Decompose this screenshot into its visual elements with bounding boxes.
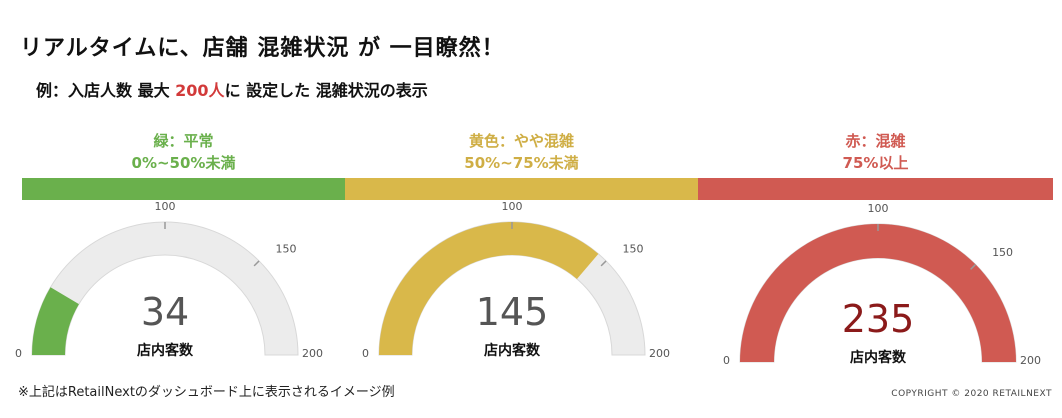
- subtitle-suffix: に 設定した 混雑状況の表示: [224, 81, 428, 100]
- yellow-level-bar: [345, 178, 698, 200]
- legend-green-range: 0%~50%未満: [131, 154, 236, 172]
- legend-yellow: 黄色：やや混雑 50%~75%未満: [345, 130, 698, 174]
- gauge-tick-label: 150: [992, 246, 1013, 259]
- subtitle-prefix: 例：入店人数 最大: [36, 81, 176, 100]
- gauge-tick-label: 100: [155, 200, 176, 213]
- legend-green: 緑：平常 0%~50%未満: [22, 130, 345, 174]
- gauge-tick-mark: [600, 260, 607, 267]
- gauge-track: [31, 221, 299, 356]
- gauge-tick-label: 0: [15, 347, 22, 360]
- footnote: ※上記はRetailNextのダッシュボード上に表示されるイメージ例: [18, 385, 395, 400]
- gauge-tick-label: 200: [302, 347, 323, 360]
- gauge-tick-label: 100: [502, 200, 523, 213]
- gauge-value: 34: [141, 290, 189, 334]
- legend-green-label: 緑：平常: [153, 132, 214, 150]
- gauge-caption: 店内客数: [137, 342, 194, 359]
- legend-yellow-label: 黄色：やや混雑: [468, 132, 574, 150]
- gauge-fill: [32, 287, 79, 355]
- gauge-tick-label: 150: [276, 242, 297, 255]
- legend-yellow-range: 50%~75%未満: [464, 154, 579, 172]
- gauge-tick-mark: [253, 260, 260, 267]
- gauge-fill: [740, 224, 1016, 362]
- legend-red-range: 75%以上: [842, 154, 909, 172]
- gauge-tick-label: 200: [1020, 354, 1041, 367]
- red-level-bar: [698, 178, 1053, 200]
- gauge-caption: 店内客数: [484, 342, 541, 359]
- green-level-bar: [22, 178, 345, 200]
- subtitle-highlight: 200人: [175, 81, 225, 100]
- gauge-caption: 店内客数: [850, 349, 907, 366]
- subtitle: 例：入店人数 最大 200人に 設定した 混雑状況の表示: [36, 77, 428, 101]
- legend-red-label: 赤：混雑: [845, 132, 906, 150]
- gauge-value: 235: [842, 297, 915, 341]
- gauge-tick-label: 0: [362, 347, 369, 360]
- gauge-tick-label: 0: [723, 354, 730, 367]
- copyright: COPYRIGHT © 2020 RETAILNEXT: [891, 389, 1052, 399]
- gauge-tick-label: 150: [623, 242, 644, 255]
- page-title: リアルタイムに、店舗 混雑状況 が 一目瞭然！: [20, 36, 505, 61]
- legend-red: 赤：混雑 75%以上: [698, 130, 1053, 174]
- gauge-fill: [379, 222, 599, 355]
- gauge-tick-label: 200: [649, 347, 670, 360]
- gauge-tick-mark: [970, 263, 977, 270]
- gauge-value: 145: [476, 290, 549, 334]
- gauge-tick-label: 100: [868, 202, 889, 215]
